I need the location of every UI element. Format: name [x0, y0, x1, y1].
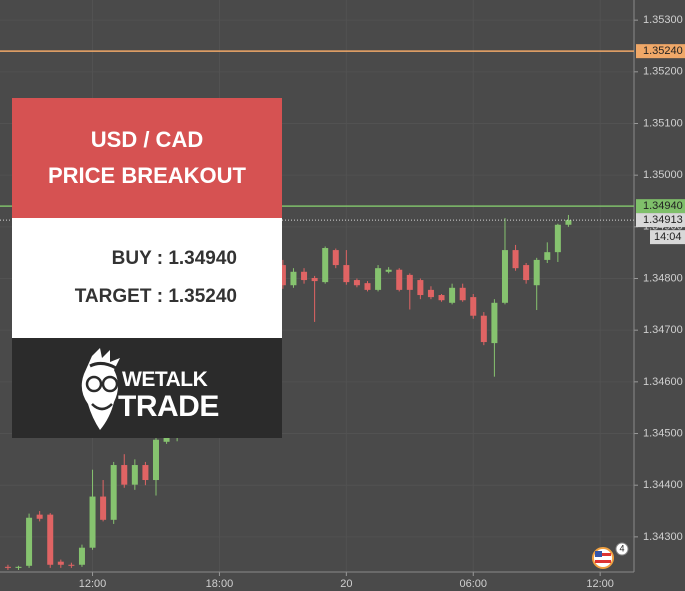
y-tick-label: 1.34700 [643, 324, 683, 336]
candle-body [279, 265, 286, 286]
candle-body [121, 465, 128, 485]
buy-level: BUY : 1.34940 [111, 248, 237, 269]
candle-body [47, 514, 54, 565]
candle-body [544, 252, 551, 260]
x-tick-label: 12:00 [79, 578, 107, 590]
notification-icon[interactable]: 4 [592, 542, 629, 569]
brand-line-2: TRADE [118, 390, 219, 423]
candle-body [322, 248, 329, 283]
x-tick-label: 06:00 [459, 578, 487, 590]
candle-body [110, 465, 117, 520]
level-label: 1.35240 [643, 45, 683, 57]
candle-body [438, 295, 445, 301]
candle-body [512, 250, 519, 269]
y-tick-label: 1.35200 [643, 66, 683, 78]
level-label: 1.34940 [643, 200, 683, 212]
candle-body [353, 280, 360, 286]
candle-body [332, 250, 339, 266]
candle-body [89, 496, 96, 548]
x-tick-label: 12:00 [586, 578, 614, 590]
y-tick-label: 1.34800 [643, 272, 683, 284]
candle-body [131, 465, 138, 485]
candle-body [68, 564, 75, 566]
candle-body [163, 437, 170, 442]
y-tick-label: 1.34600 [643, 376, 683, 388]
flag-stripe [595, 560, 611, 563]
candle-body [501, 250, 508, 303]
level-tag [636, 199, 685, 214]
candle-body [470, 297, 477, 316]
candle-body [15, 566, 22, 568]
brand-icon [81, 348, 120, 430]
badge [615, 542, 629, 556]
y-tick-label: 1.35000 [643, 169, 683, 181]
countdown-tag [650, 230, 685, 245]
y-tick-label: 1.34500 [643, 427, 683, 439]
candle-body [364, 283, 371, 290]
card-header: USD / CAD PRICE BREAKOUT [12, 98, 282, 218]
signal-card: USD / CAD PRICE BREAKOUT BUY : 1.34940 T… [12, 98, 282, 438]
candle-body [142, 465, 149, 481]
candle-body [491, 302, 498, 344]
countdown: 14:04 [654, 231, 682, 243]
flag-stripe [595, 553, 611, 556]
candle-body [57, 561, 64, 565]
candle-body [4, 566, 11, 568]
level-tag [636, 44, 685, 59]
x-tick-label: 20 [340, 578, 352, 590]
y-tick-label: 1.35300 [643, 14, 683, 26]
candle-body [427, 289, 434, 298]
target-level: TARGET : 1.35240 [74, 286, 237, 307]
candle-body [375, 268, 382, 290]
candle-body [533, 259, 540, 286]
candle-body [406, 274, 413, 290]
candle-body [152, 439, 159, 481]
candle-body [100, 496, 107, 520]
brand-line-1: WETALK [122, 368, 208, 391]
y-tick-label: 1.34400 [643, 479, 683, 491]
candle-body [523, 265, 530, 281]
badge-count: 4 [619, 543, 624, 553]
candle-body [26, 517, 33, 566]
candle-body [36, 514, 43, 519]
candle-body [78, 547, 85, 565]
y-tick-label: 1.35100 [643, 117, 683, 129]
level-tag [636, 213, 685, 228]
candle-body [311, 277, 318, 282]
candle-body [565, 220, 572, 225]
candle-body [385, 269, 392, 272]
candle-body [301, 271, 308, 281]
candle-body [417, 280, 424, 296]
candle-body [449, 287, 456, 303]
level-label: 1.34913 [643, 214, 683, 226]
pair: USD / CAD [90, 127, 204, 152]
candle-body [480, 315, 487, 343]
candle-body [290, 271, 297, 286]
candle-body [459, 287, 466, 301]
card-body: BUY : 1.34940 TARGET : 1.35240 [12, 218, 282, 338]
y-tick-label: 1.34300 [643, 531, 683, 543]
flag-canton [595, 551, 602, 557]
brand: WETALK TRADE [12, 338, 282, 438]
candle-body [343, 265, 350, 283]
candle-body [554, 224, 561, 253]
candle-body [396, 269, 403, 290]
x-tick-label: 18:00 [206, 578, 234, 590]
headline: PRICE BREAKOUT [47, 163, 246, 188]
